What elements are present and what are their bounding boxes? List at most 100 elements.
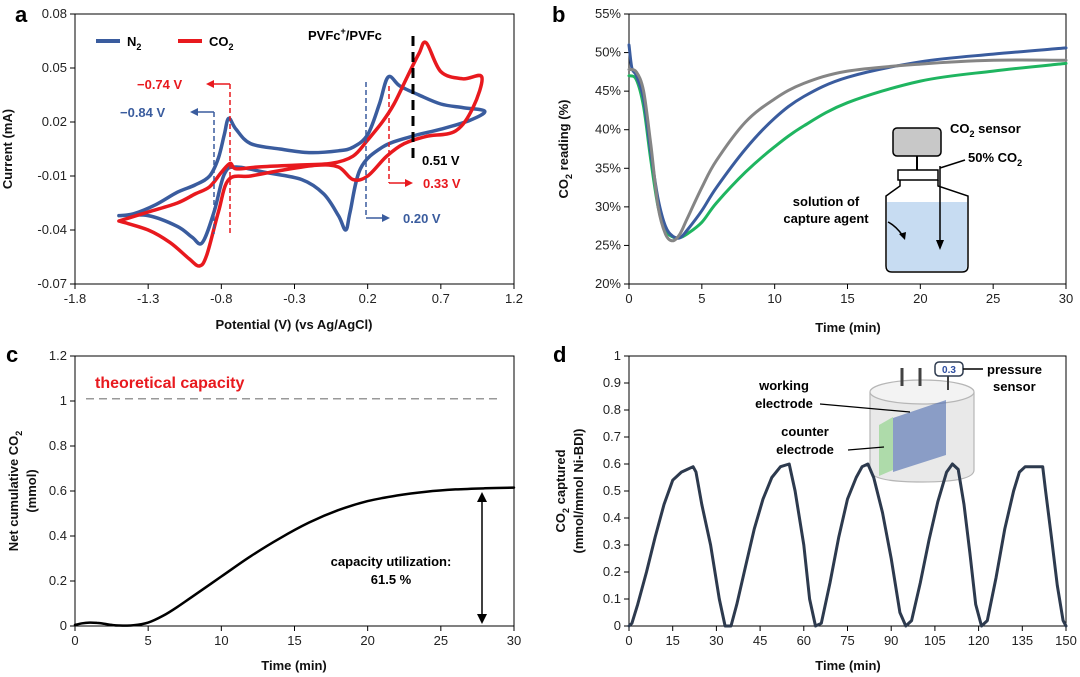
panel-a-ytick-label: 0.05 (42, 60, 67, 75)
working-electrode-icon (893, 400, 946, 472)
panel-d-ytick-label: 0.7 (603, 429, 621, 444)
pvfc-label: PVFc+/PVFc (308, 26, 382, 43)
counter-leader (847, 446, 885, 451)
panel-b-ytick-label: 20% (595, 276, 621, 291)
panel-d-xtick-label: 60 (797, 633, 811, 648)
panel-d-ytick-label: 0.5 (603, 483, 621, 498)
panel-d-ytick-label: 0.2 (603, 564, 621, 579)
panel-d-xtick-label: 90 (884, 633, 898, 648)
panel-c-ytick-label: 1.2 (49, 348, 67, 363)
panel-c-xtick-label: 15 (287, 633, 301, 648)
panel-a-xtick-label: -1.3 (137, 291, 159, 306)
legend-co2-label: CO2 (209, 34, 234, 52)
panel-b-ytick-label: 25% (595, 237, 621, 252)
panel-a-xtick-label: -1.8 (64, 291, 86, 306)
cycling-capture-curve (627, 462, 1068, 628)
utilization-arrowhead-bottom (477, 614, 487, 624)
counter-label-line2: electrode (776, 442, 834, 457)
panel-b-label: b (552, 2, 565, 27)
annot-074: −0.74 V (137, 77, 183, 92)
panel-b-ylabel: CO2 reading (%) (556, 100, 574, 199)
panel-a-label: a (15, 2, 28, 27)
panel-c-ytick-label: 0.4 (49, 528, 67, 543)
panel-a-ytick-label: 0.08 (42, 6, 67, 21)
panel-a-xtick-label: 0.2 (359, 291, 377, 306)
panel-c-ytick-label: 0 (60, 618, 67, 633)
panel-b-ytick-label: 30% (595, 199, 621, 214)
panel-d-xtick-label: 105 (924, 633, 946, 648)
panel-c-xtick-label: 25 (434, 633, 448, 648)
panel-c-xtick-label: 5 (145, 633, 152, 648)
panel-d-ytick-label: 0.4 (603, 510, 621, 525)
panel-d-ytick-label: 1 (614, 348, 621, 363)
co2-033-arrowhead (405, 179, 413, 187)
panel-a-ytick-label: -0.01 (37, 168, 67, 183)
pressure-label-line1: pressure (987, 362, 1042, 377)
panel-d-xtick-label: 0 (625, 633, 632, 648)
panel-d-xtick-label: 75 (840, 633, 854, 648)
panel-b-xtick-label: 15 (840, 291, 854, 306)
cell-lid-icon (869, 379, 975, 405)
working-leader (819, 403, 911, 413)
cumulative-co2-curve (73, 486, 516, 627)
panel-b-xtick-label: 0 (625, 291, 632, 306)
panel-b-xtick-label: 30 (1059, 291, 1073, 306)
panel-d-ytick-label: 0.1 (603, 591, 621, 606)
co2-074-arrowhead (206, 80, 214, 88)
panel-d-ylabel-line1: CO2 captured (553, 449, 571, 532)
panel-d-ytick-label: 0.6 (603, 456, 621, 471)
panel-c-xtick-label: 20 (360, 633, 374, 648)
solution-label-line2: capture agent (783, 211, 869, 226)
panel-d-label: d (553, 342, 566, 367)
panel-d-xtick-label: 150 (1055, 633, 1077, 648)
panel-c: c 0 5 10 15 20 25 30 1.2 1 0.8 0.6 0.4 0.2 0 Time (mi… (6, 342, 521, 673)
solution-label-line1: solution of (793, 194, 860, 209)
panel-c-xlabel: Time (min) (261, 658, 327, 673)
solution-fill (887, 202, 967, 271)
panel-d-ylabel-line2: (mmol/mmol Ni-BDI) (571, 429, 586, 554)
vessel-neck-icon (897, 169, 939, 181)
panel-d-ytick-label: 0.8 (603, 402, 621, 417)
panel-c-ylabel-line1: Net cumulative CO2 (6, 431, 24, 552)
panel-b-ytick-label: 45% (595, 83, 621, 98)
co2-reading-gray-curve (627, 58, 1068, 243)
gas-label-leader (939, 159, 966, 169)
utilization-arrowhead-top (477, 492, 487, 502)
panel-b-xtick-label: 10 (767, 291, 781, 306)
electrochemical-cell-inset (869, 368, 975, 483)
panel-a-xlabel: Potential (V) (vs Ag/AgCl) (216, 317, 373, 332)
panel-d-xtick-label: 135 (1011, 633, 1033, 648)
panel-a-xtick-label: -0.3 (283, 291, 305, 306)
panel-a: a -1.8 -1.3 -0.8 -0.3 0.2 0.7 1.2 0.08 0.05 0.02 -… (0, 2, 523, 332)
n2-084-arrowhead (190, 108, 198, 116)
panel-a-xtick-label: 0.7 (432, 291, 450, 306)
legend-n2-label: N2 (127, 34, 141, 52)
vessel-body-icon (885, 180, 969, 273)
panel-d-xtick-label: 45 (753, 633, 767, 648)
panel-c-ytick-label: 1 (60, 393, 67, 408)
panel-a-xtick-label: 1.2 (505, 291, 523, 306)
gas-inlet-arrowhead (936, 240, 944, 250)
panel-c-label: c (6, 342, 18, 367)
panel-b-xtick-label: 20 (913, 291, 927, 306)
pressure-display-value: 0.3 (942, 365, 956, 376)
co2-reading-blue-curve (627, 43, 1068, 240)
cv-co2-curve (117, 40, 484, 268)
capture-vessel-inset: CO2 sensor 50% CO2 solution of capture a… (783, 121, 1022, 273)
working-label-line2: electrode (755, 396, 813, 411)
panel-c-xtick-label: 10 (214, 633, 228, 648)
pressure-label-line2: sensor (993, 379, 1036, 394)
working-label-line1: working (758, 378, 809, 393)
panel-d-ytick-label: 0.9 (603, 375, 621, 390)
counter-label-line1: counter (781, 424, 829, 439)
panel-c-ytick-label: 0.8 (49, 438, 67, 453)
panel-a-ylabel: Current (mA) (0, 109, 15, 189)
panel-b-ytick-label: 40% (595, 122, 621, 137)
panel-d: d 0 15 30 45 60 75 90 105 120 135 150 1 0.9 0.8 0.7 0.6… (553, 342, 1077, 673)
panel-b-xtick-label: 25 (986, 291, 1000, 306)
panel-a-ytick-label: -0.07 (37, 276, 67, 291)
panel-b-ytick-label: 55% (595, 6, 621, 21)
gas-label: 50% CO2 (968, 150, 1022, 168)
panel-d-xlabel: Time (min) (815, 658, 881, 673)
panel-c-xtick-label: 30 (507, 633, 521, 648)
